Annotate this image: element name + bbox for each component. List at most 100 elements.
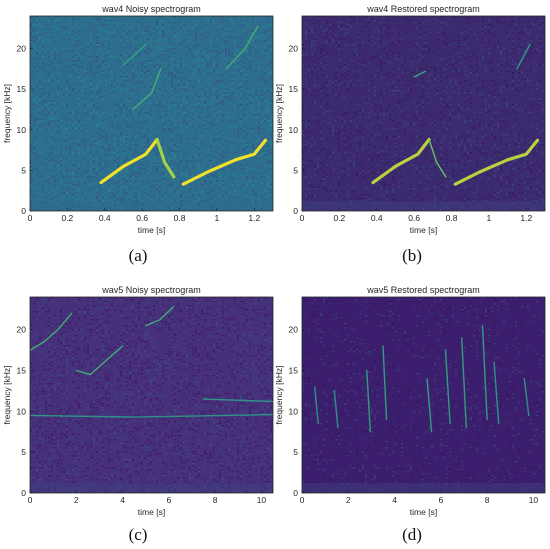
call-trace-5 <box>426 378 433 433</box>
noise-texture <box>30 16 272 211</box>
y-tick-label: 10 <box>289 406 299 416</box>
y-tick-label: 20 <box>289 325 299 335</box>
call-trace-8 <box>481 324 488 421</box>
x-axis-label: time [s] <box>410 507 437 517</box>
x-axis-label: time [s] <box>410 225 437 235</box>
low-frequency-band <box>302 201 545 211</box>
y-axis-label: frequency [kHz] <box>274 365 284 424</box>
x-tick-label: 0.6 <box>408 213 420 223</box>
x-tick-label: 1 <box>215 213 220 223</box>
call-trace-1 <box>314 386 319 425</box>
x-tick-label: 4 <box>120 495 125 505</box>
x-tick-label: 0.4 <box>371 213 383 223</box>
y-tick-label: 5 <box>293 165 298 175</box>
call-trace-5 <box>202 398 273 403</box>
x-tick-label: 2 <box>346 495 351 505</box>
y-tick-label: 0 <box>293 206 298 216</box>
y-tick-label: 10 <box>17 125 27 135</box>
x-tick-label: 0 <box>28 213 33 223</box>
low-frequency-band <box>302 483 545 493</box>
x-tick-label: 10 <box>529 495 539 505</box>
call-trace-10 <box>523 378 530 417</box>
x-axis-label: time [s] <box>138 507 165 517</box>
y-tick-label: 5 <box>21 447 26 457</box>
y-tick-label: 15 <box>289 366 299 376</box>
x-tick-label: 2 <box>74 495 79 505</box>
call-trace-2 <box>333 390 339 429</box>
caption-a: (a) <box>129 246 148 265</box>
x-tick-label: 0 <box>300 495 305 505</box>
x-tick-label: 1 <box>487 213 492 223</box>
call-trace-9 <box>493 361 500 425</box>
x-tick-label: 0.2 <box>333 213 345 223</box>
x-tick-label: 4 <box>392 495 397 505</box>
call-trace-6 <box>444 349 451 425</box>
call-trace-4 <box>413 70 427 78</box>
y-tick-label: 15 <box>17 366 27 376</box>
panel-c: 0 2 4 6 8 10 0 5 10 15 20 wav5 Noisy spectrogram tim… <box>2 285 274 517</box>
spectrogram-image-d <box>302 297 545 493</box>
panel-title: wav4 Restored spectrogram <box>366 4 480 14</box>
call-trace-4 <box>132 68 162 111</box>
low-frequency-band <box>30 201 273 211</box>
panel-title: wav4 Noisy spectrogram <box>101 4 201 14</box>
caption-d: (d) <box>402 525 422 544</box>
x-tick-label: 0 <box>28 495 33 505</box>
call-trace-5 <box>225 25 259 70</box>
x-tick-label: 6 <box>166 495 171 505</box>
y-axis-label: frequency [kHz] <box>2 365 12 424</box>
spectrogram-image-b <box>302 16 545 211</box>
call-trace-1 <box>30 312 73 351</box>
x-tick-label: 0.2 <box>61 213 73 223</box>
y-tick-label: 15 <box>17 84 27 94</box>
call-trace-3 <box>366 369 371 433</box>
spectrogram-image-c <box>30 297 273 493</box>
call-trace-2 <box>428 138 447 178</box>
spectrogram-image-a <box>30 16 273 211</box>
x-tick-label: 8 <box>485 495 490 505</box>
y-axis-label: frequency [kHz] <box>2 84 12 143</box>
call-trace-3 <box>453 138 540 186</box>
x-tick-label: 0.6 <box>136 213 148 223</box>
y-tick-label: 10 <box>289 125 299 135</box>
noise-texture <box>302 16 544 211</box>
x-tick-label: 1.2 <box>248 213 260 223</box>
axes-frame <box>301 296 546 494</box>
y-tick-label: 0 <box>21 488 26 498</box>
x-tick-label: 1.2 <box>520 213 532 223</box>
x-tick-label: 0.8 <box>446 213 458 223</box>
panel-b: 0 0.2 0.4 0.6 0.8 1 1.2 0 5 10 15 20 wav4 Restored s… <box>274 4 546 235</box>
panel-a: 0 0.2 0.4 0.6 0.8 1 1.2 0 5 10 15 20 wav4 Noisy spec… <box>2 4 274 235</box>
noise-texture <box>302 297 544 493</box>
noise-texture <box>30 297 272 493</box>
y-tick-label: 20 <box>289 44 299 54</box>
x-tick-label: 6 <box>438 495 443 505</box>
call-trace-5 <box>516 43 531 70</box>
x-tick-label: 0 <box>300 213 305 223</box>
y-tick-label: 0 <box>21 206 26 216</box>
panel-title: wav5 Restored spectrogram <box>366 285 480 295</box>
y-tick-label: 15 <box>289 84 299 94</box>
x-axis-label: time [s] <box>138 225 165 235</box>
x-tick-label: 10 <box>257 495 267 505</box>
call-trace-7 <box>461 337 467 429</box>
caption-c: (c) <box>129 525 148 544</box>
x-tick-label: 0.4 <box>99 213 111 223</box>
panel-title: wav5 Noisy spectrogram <box>101 285 201 295</box>
y-tick-label: 0 <box>293 488 298 498</box>
low-frequency-band <box>30 483 273 493</box>
y-tick-label: 10 <box>17 406 27 416</box>
call-trace-4 <box>30 413 273 418</box>
y-tick-label: 5 <box>293 447 298 457</box>
y-tick-label: 5 <box>21 165 26 175</box>
panel-d: 0 2 4 6 8 10 0 5 10 15 20 wav5 Restored spectrogram… <box>274 285 546 517</box>
x-tick-label: 0.8 <box>174 213 186 223</box>
y-axis-label: frequency [kHz] <box>274 84 284 143</box>
axes-frame <box>29 296 274 494</box>
call-trace-3 <box>181 138 268 186</box>
call-trace-2 <box>75 345 124 376</box>
call-trace-3 <box>145 306 175 327</box>
call-trace-1 <box>371 137 431 185</box>
call-trace-4 <box>382 345 388 421</box>
